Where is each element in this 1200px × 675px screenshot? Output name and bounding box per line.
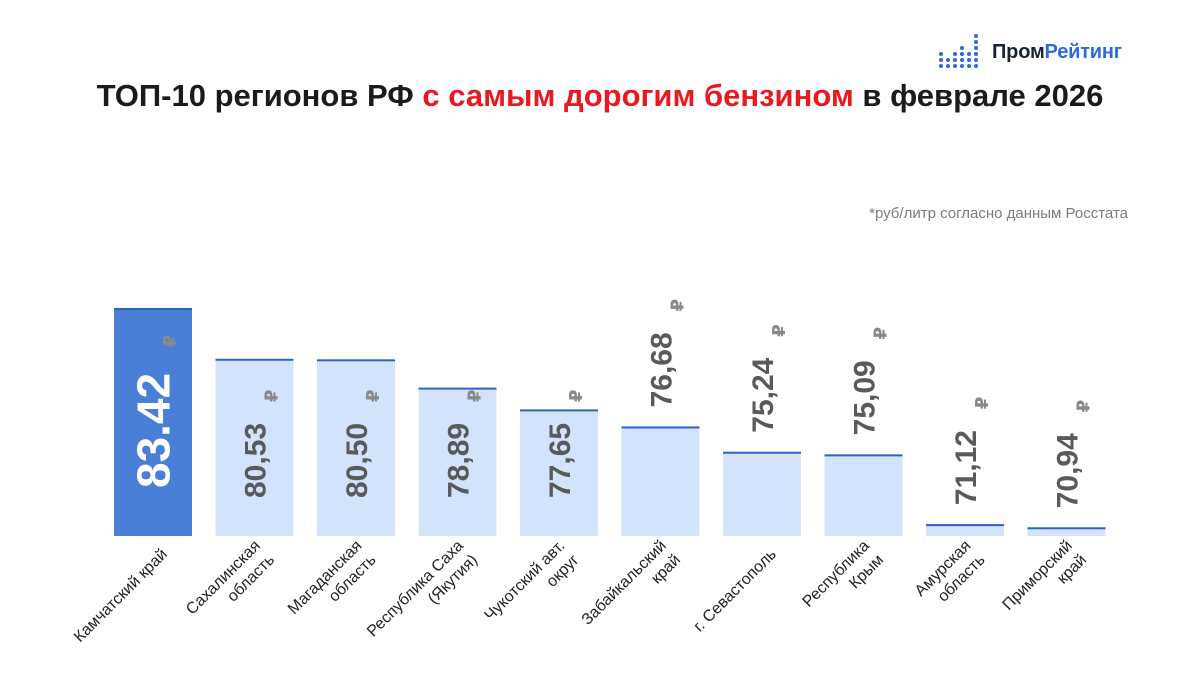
bar-top-line bbox=[621, 426, 700, 429]
category-label: Амурскаяобласть bbox=[912, 537, 989, 614]
value-label: 78,89 bbox=[442, 423, 475, 498]
title-part2: в феврале 2026 bbox=[853, 78, 1104, 113]
bar bbox=[621, 427, 700, 536]
bar bbox=[317, 360, 395, 536]
bar-top-line bbox=[520, 409, 598, 412]
bar bbox=[215, 359, 294, 536]
currency-label: ₽ bbox=[871, 327, 891, 340]
currency-label: ₽ bbox=[1074, 400, 1094, 413]
currency-label: ₽ bbox=[465, 389, 485, 402]
category-label: Республика Саха(Якутия) bbox=[364, 537, 481, 654]
currency-label: ₽ bbox=[668, 299, 688, 312]
title-highlight: с самым дорогим бензином bbox=[422, 78, 854, 113]
value-label: 80,53 bbox=[239, 423, 272, 498]
bar-top-line bbox=[114, 308, 192, 310]
currency-label: ₽ bbox=[363, 389, 383, 402]
currency-label: ₽ bbox=[972, 397, 992, 410]
category-label: г. Севастополь bbox=[691, 546, 780, 635]
currency-label: ₽ bbox=[566, 389, 586, 402]
value-label: 76,68 bbox=[645, 332, 678, 407]
bar bbox=[418, 388, 497, 536]
bar bbox=[1027, 528, 1106, 536]
category-label: Чукотский авт.округ bbox=[482, 537, 583, 638]
bar-top-line bbox=[418, 387, 497, 390]
bar bbox=[926, 525, 1004, 536]
chart-title: ТОП-10 регионов РФ с самым дорогим бензи… bbox=[0, 78, 1200, 114]
bar-top-line bbox=[926, 524, 1004, 527]
category-label-line: г. Севастополь bbox=[691, 546, 780, 635]
category-label-line: Камчатский край bbox=[71, 546, 171, 646]
logo-text-part1: Пром bbox=[992, 40, 1045, 63]
category-label: Забайкальскийкрай bbox=[579, 537, 684, 642]
bar-top-line bbox=[1027, 527, 1106, 530]
category-label: Камчатский край bbox=[71, 546, 171, 646]
bar-top-line bbox=[824, 454, 903, 457]
category-label: РеспубликаКрым bbox=[800, 537, 888, 625]
category-label: Магаданскаяобласть bbox=[285, 537, 380, 632]
category-label: Сахалинскаяобласть bbox=[183, 537, 278, 632]
value-label: 80,50 bbox=[341, 423, 374, 498]
title-part1: ТОП-10 регионов РФ bbox=[96, 78, 423, 113]
bar-top-line bbox=[317, 359, 395, 362]
value-label: 71,12 bbox=[950, 430, 983, 505]
currency-label: ₽ bbox=[769, 324, 789, 337]
logo-dots-icon bbox=[939, 34, 978, 68]
value-label: 77,65 bbox=[544, 423, 577, 498]
currency-label: ₽ bbox=[160, 335, 180, 348]
currency-label: ₽ bbox=[262, 389, 282, 402]
bar bbox=[824, 455, 903, 536]
bar-top-line bbox=[215, 358, 294, 361]
bar bbox=[520, 410, 598, 536]
value-label: 75,24 bbox=[747, 357, 780, 432]
unit-note: *руб/литр согласно данным Росстата bbox=[869, 205, 1128, 222]
value-label: 75,09 bbox=[848, 360, 881, 435]
value-label: 70,94 bbox=[1051, 433, 1084, 508]
logo-text: ПромРейтинг bbox=[992, 41, 1122, 64]
bar bbox=[723, 452, 801, 536]
category-label: Приморскийкрай bbox=[1000, 537, 1091, 628]
value-label: 83.42 bbox=[128, 373, 180, 488]
brand-logo: ПромРейтинг bbox=[938, 32, 1122, 72]
logo-text-part2: Рейтинг bbox=[1044, 40, 1123, 63]
bar-top-line bbox=[723, 451, 801, 454]
bar bbox=[114, 309, 192, 536]
